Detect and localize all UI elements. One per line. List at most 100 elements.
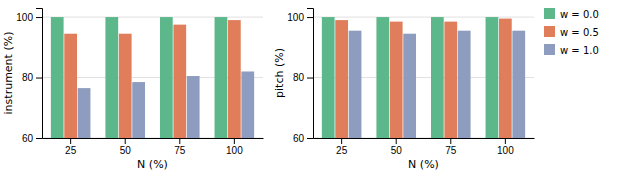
tick: 50 [120,138,132,156]
bar [160,17,173,138]
tick-label: 25 [65,145,77,156]
bar [241,71,254,138]
panel: 25 50 75 100 60 80 100 N (%) instrument (%) [2,9,264,172]
x-axis-title: N (%) [408,158,439,171]
tick-mark [125,138,126,144]
tick: 25 [336,138,348,156]
tick: 100 [287,12,313,23]
bar [119,34,132,138]
tick-label: 100 [16,12,33,23]
bar [78,88,91,138]
tick: 50 [391,138,403,156]
grid [42,17,263,138]
tick-label: 100 [287,12,304,23]
grid [313,17,534,138]
legend-label: w = 0.0 [560,9,599,20]
tick: 80 [293,72,313,83]
axis-line [307,9,314,139]
tick: 100 [16,12,42,23]
tick-mark [36,78,42,79]
bar [431,17,444,138]
tick-mark [36,138,42,139]
legend-swatch [544,8,555,19]
tick-label: 100 [497,145,514,156]
axis-line [43,138,264,139]
tick: 25 [65,138,77,156]
bar [64,34,77,138]
tick-mark [307,17,313,18]
tick-label: 60 [293,133,305,144]
tick-label: 50 [391,145,403,156]
tick: 60 [22,133,42,144]
bar-series [64,20,240,138]
bars [322,17,525,138]
bar-series [322,17,498,138]
bar [458,31,471,138]
bar [173,25,186,138]
bar-series [335,19,511,138]
bar [512,31,525,138]
legend-swatch [544,44,555,55]
tick-mark [70,138,71,144]
tick: 80 [22,72,42,83]
x-axis: 25 50 75 100 [314,138,535,156]
bar [132,82,145,138]
grid-line [42,17,263,18]
y-axis: 60 80 100 [287,9,313,144]
tick-mark [450,138,451,144]
bar [390,22,403,138]
bar [349,31,362,138]
tick: 75 [445,138,457,156]
bar-series [78,71,254,138]
x-axis-title: N (%) [137,158,168,171]
y-axis-title: pitch (%) [273,48,286,98]
y-axis: 60 80 100 [16,9,42,144]
bar [403,34,416,138]
tick-mark [307,138,313,139]
tick-label: 50 [120,145,132,156]
tick-label: 25 [336,145,348,156]
panel: 25 50 75 100 60 80 100 N (%) pitch (%) w = 0.0 w =… [273,8,599,171]
x-axis: 25 50 75 100 [43,138,264,156]
bar [228,20,241,138]
tick-label: 100 [226,145,243,156]
bar [215,17,228,138]
bar-series [51,17,227,138]
tick-mark [179,138,180,144]
legend-label: w = 0.5 [560,27,599,38]
bar [444,22,457,138]
legend-label: w = 1.0 [560,45,599,56]
bar [376,17,389,138]
tick-label: 80 [22,72,34,83]
bar [499,19,512,138]
tick-mark [36,17,42,18]
tick: 75 [174,138,186,156]
bar [105,17,118,138]
tick-mark [341,138,342,144]
axis-line [314,138,535,139]
tick-label: 80 [293,72,305,83]
tick-mark [396,138,397,144]
bars [51,17,254,138]
bar-series [349,31,525,138]
legend-item: w = 1.0 [544,44,599,56]
bar [486,17,499,138]
legend-item: w = 0.5 [544,26,599,38]
tick: 60 [293,133,313,144]
tick-mark [234,138,235,144]
bar [187,76,200,138]
tick-label: 75 [174,145,186,156]
bar [322,17,335,138]
tick-label: 60 [22,133,34,144]
legend-swatch [544,26,555,37]
tick-label: 75 [445,145,457,156]
tick: 100 [497,138,514,156]
tick-mark [307,78,313,79]
y-axis-title: instrument (%) [2,32,15,115]
axis-line [36,9,43,139]
tick: 100 [226,138,243,156]
bar [51,17,64,138]
legend-item: w = 0.0 [544,8,599,20]
bar [335,20,348,138]
chart: 25 50 75 100 60 80 100 N (%) instrument (%) 25 50 7… [0,0,618,172]
